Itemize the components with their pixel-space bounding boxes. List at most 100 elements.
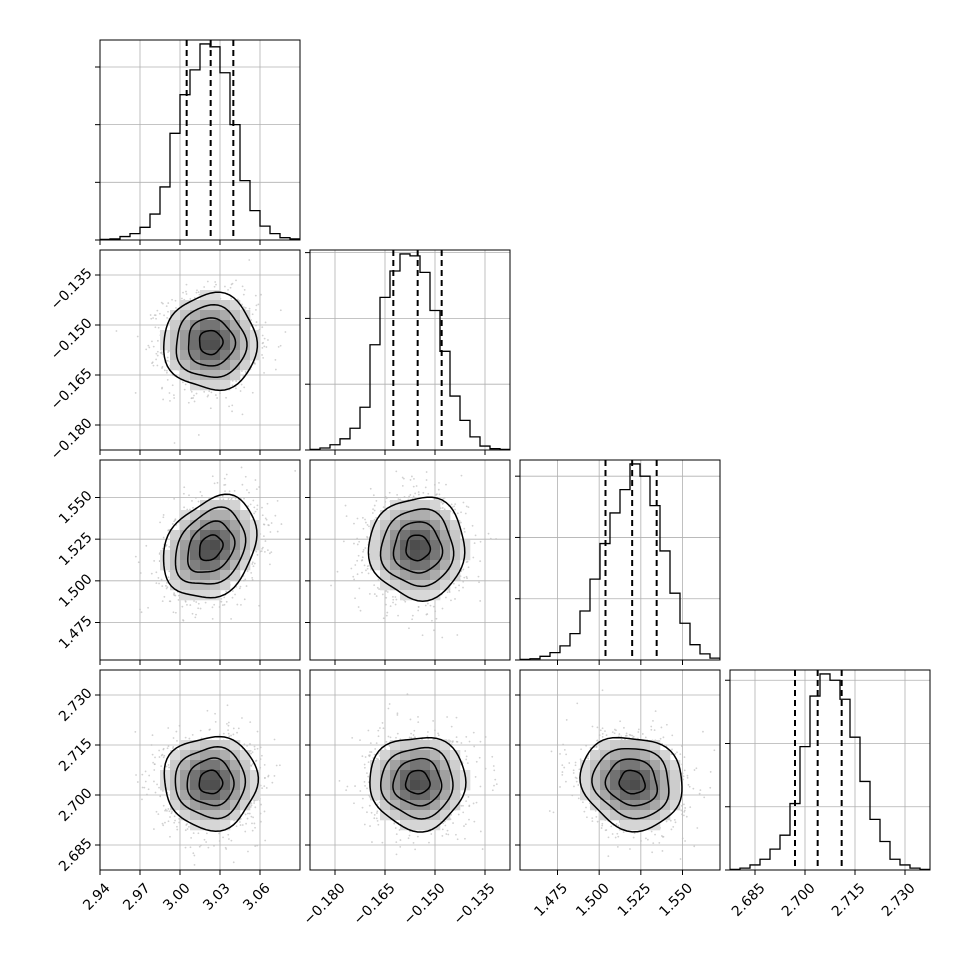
sample-point [154, 326, 157, 329]
sample-point [147, 606, 149, 609]
sample-point [409, 479, 412, 481]
sample-point [438, 493, 441, 496]
sample-point [115, 330, 118, 332]
sample-point [162, 536, 165, 539]
sample-point [452, 582, 455, 585]
density-cell [220, 380, 231, 391]
density-cell [220, 560, 231, 571]
sample-point [265, 346, 268, 348]
sample-point [263, 345, 266, 348]
sample-point [155, 358, 158, 361]
sample-point [394, 603, 397, 606]
sample-point [424, 486, 427, 489]
sample-point [227, 497, 230, 500]
sample-point [191, 500, 193, 502]
contour-line [163, 291, 259, 392]
sample-point [173, 397, 176, 399]
sample-point [242, 306, 245, 309]
sample-point [193, 600, 195, 602]
density-cell [230, 370, 241, 381]
sample-point [155, 352, 158, 355]
contour-line [174, 506, 247, 585]
sample-point [227, 721, 230, 724]
sample-point [168, 545, 171, 548]
density-cell [200, 320, 211, 331]
sample-point [384, 501, 387, 503]
contour-line [379, 508, 455, 588]
contour-line [187, 317, 237, 367]
density-cell [220, 500, 231, 511]
sample-point [161, 600, 164, 603]
sample-point [284, 331, 287, 333]
density-cell [170, 340, 181, 351]
sample-point [397, 614, 399, 617]
sample-point [214, 281, 217, 283]
sample-point [395, 470, 398, 473]
sample-point [435, 493, 438, 496]
density-cell [430, 510, 441, 521]
density-cell [400, 570, 411, 581]
density-cell [200, 530, 211, 541]
contour-line [405, 534, 432, 562]
sample-point [433, 483, 436, 486]
sample-point [223, 603, 226, 606]
sample-point [373, 593, 376, 595]
density-cell [450, 520, 461, 531]
sample-point [385, 497, 388, 500]
density-cell [390, 520, 401, 531]
sample-point [479, 600, 482, 602]
sample-point [198, 293, 201, 296]
density-cell [430, 520, 441, 531]
y-tick-label: 1.550 [56, 488, 96, 528]
panel-frame [519, 459, 721, 661]
density-cell [160, 550, 171, 561]
sample-point [441, 636, 444, 639]
sample-point [225, 396, 227, 399]
sample-point [166, 586, 169, 589]
y-tick-label: 1.475 [56, 613, 96, 653]
density-cell [220, 510, 231, 521]
density-cell [200, 380, 211, 391]
density-cell [210, 310, 221, 321]
sample-point [352, 575, 355, 578]
sample-point [168, 392, 171, 394]
sample-point [213, 844, 215, 847]
sample-point [173, 442, 176, 444]
sample-point [182, 291, 184, 294]
y-tick-label: −0.180 [48, 415, 96, 463]
sample-point [354, 564, 357, 566]
sample-point [411, 614, 414, 617]
sample-point [407, 498, 410, 501]
sample-point [384, 496, 387, 498]
density-cell [440, 580, 451, 591]
density-cell [200, 310, 211, 321]
density-cell [450, 570, 461, 581]
density-cell [380, 510, 391, 521]
density-cell [220, 540, 231, 551]
sample-point [224, 483, 227, 486]
density-cell [210, 350, 221, 361]
sample-point [269, 563, 271, 566]
density-cell [250, 340, 261, 351]
sample-point [218, 840, 221, 842]
sample-point [441, 507, 444, 509]
histogram-step [100, 43, 300, 240]
sample-point [239, 390, 242, 392]
sample-point [375, 499, 378, 502]
sample-point [262, 523, 265, 526]
sample-point [376, 586, 379, 589]
sample-point [441, 607, 444, 610]
sample-point [213, 285, 216, 288]
sample-point [247, 812, 249, 815]
density-cell [230, 350, 241, 361]
sample-point [216, 397, 219, 399]
density-cell [220, 330, 231, 341]
sample-point [245, 585, 248, 587]
sample-point [161, 585, 164, 587]
sample-point [204, 601, 207, 604]
sample-point [274, 358, 277, 361]
sample-point [162, 398, 165, 401]
sample-point [386, 611, 389, 614]
density-cell [430, 540, 441, 551]
sample-point [369, 487, 372, 490]
